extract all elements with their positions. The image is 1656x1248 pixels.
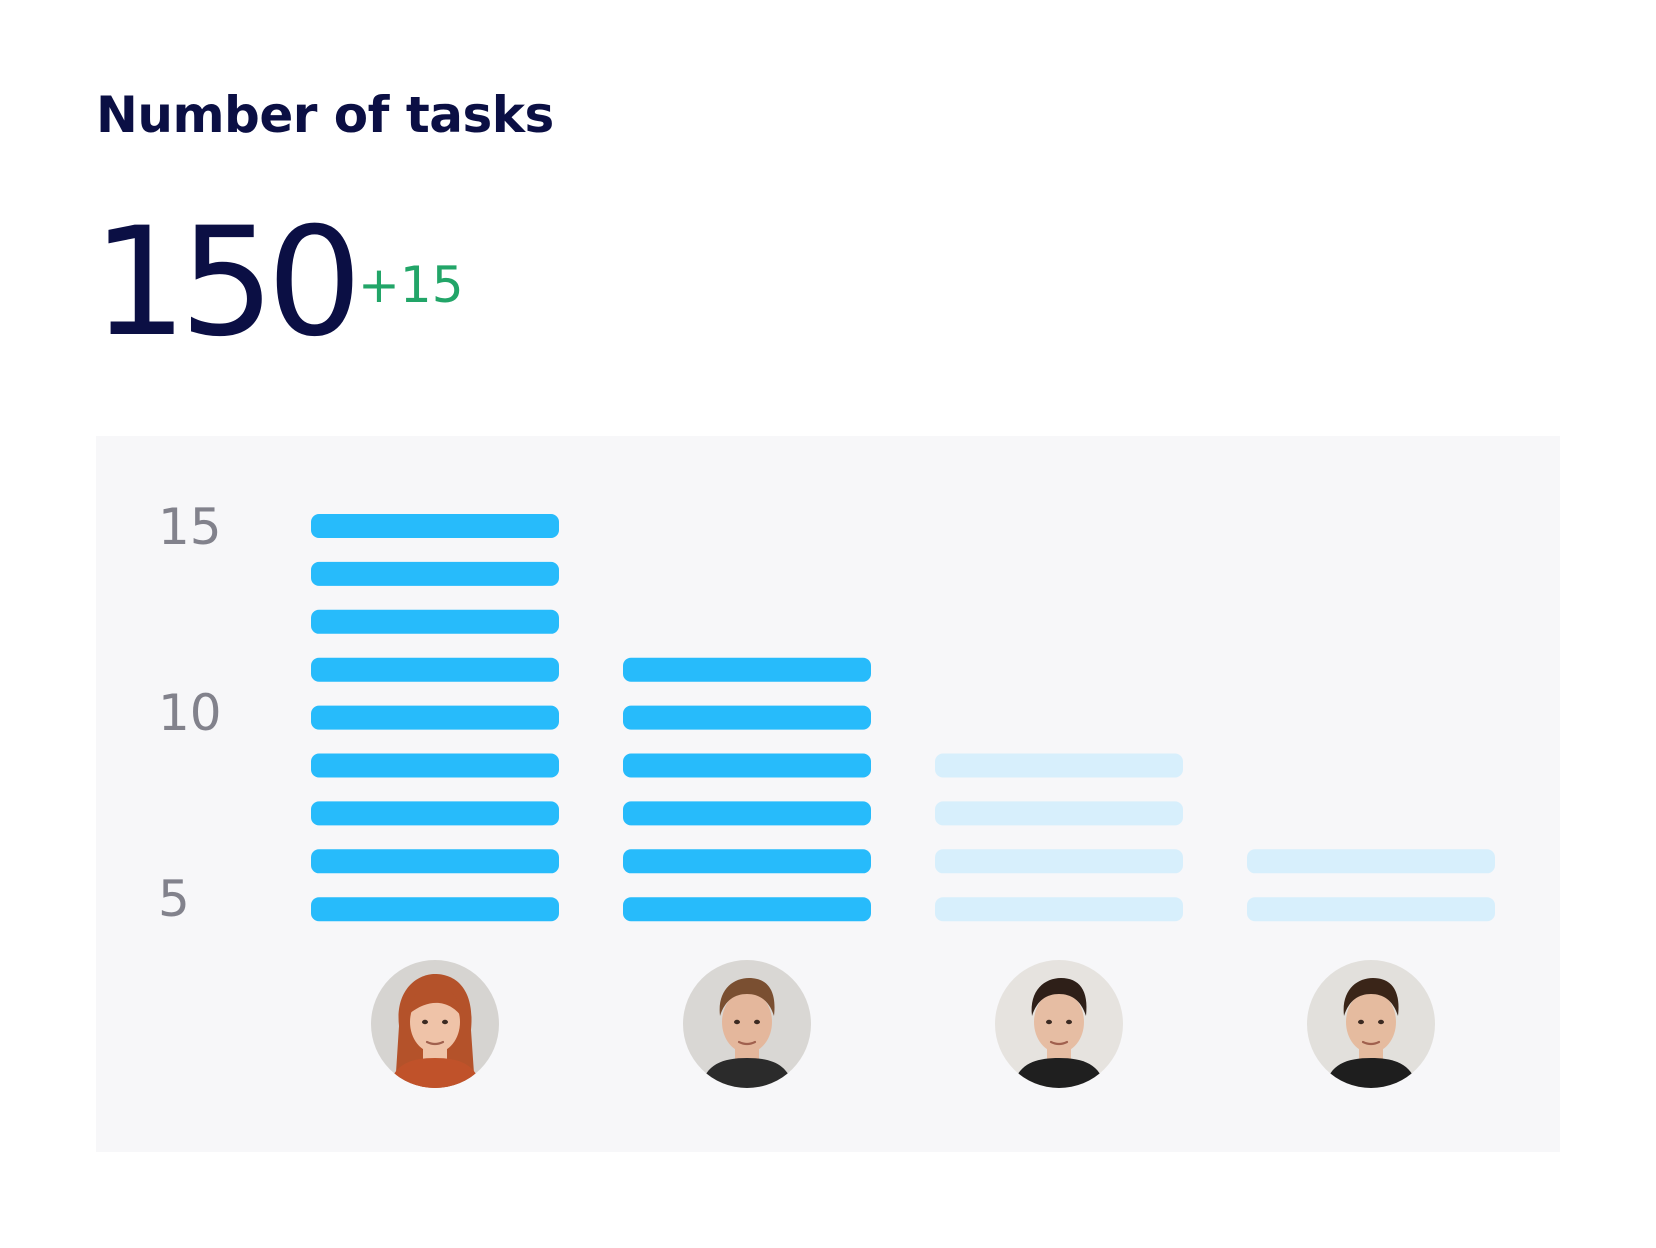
avatar-portrait xyxy=(683,960,811,1088)
bar-segment xyxy=(311,609,559,634)
bar-person-4 xyxy=(1247,849,1495,922)
chart-panel: 15 10 5 xyxy=(96,436,1560,1152)
bar-segment xyxy=(311,514,559,538)
avatar-person-4 xyxy=(1307,960,1435,1088)
bar-segment xyxy=(311,897,559,922)
bar-segment xyxy=(311,705,559,730)
delta-value: +15 xyxy=(358,256,464,314)
avatar-person-2 xyxy=(683,960,811,1088)
avatar-portrait xyxy=(371,960,499,1088)
y-axis-ticks: 15 10 5 xyxy=(158,498,222,928)
bar-chart: 15 10 5 xyxy=(158,498,1495,928)
total-value: 150 xyxy=(92,196,362,370)
bar-segment xyxy=(311,753,559,778)
avatar-person-3 xyxy=(995,960,1123,1088)
y-tick-label: 5 xyxy=(158,870,190,928)
avatar-portrait xyxy=(995,960,1123,1088)
bar-segment xyxy=(623,657,871,682)
bar-segment xyxy=(311,561,559,586)
avatar-portrait xyxy=(1307,960,1435,1088)
bar-segment xyxy=(311,849,559,874)
bar-person-1 xyxy=(311,514,559,922)
bar-segment xyxy=(623,849,871,874)
bar-segment xyxy=(623,897,871,922)
bar-segment xyxy=(623,705,871,730)
bar-segment xyxy=(935,849,1183,874)
bar-segment xyxy=(623,753,871,778)
y-tick-label: 15 xyxy=(158,498,222,556)
bar-segment xyxy=(1247,849,1495,874)
bar-person-2 xyxy=(623,657,871,922)
bars xyxy=(311,514,1495,922)
y-tick-label: 10 xyxy=(158,684,222,742)
bar-segment xyxy=(623,801,871,826)
bar-segment xyxy=(311,657,559,682)
chart-title: Number of tasks xyxy=(96,86,554,144)
bar-segment xyxy=(935,801,1183,826)
bar-segment xyxy=(935,897,1183,922)
avatar-person-1 xyxy=(371,960,499,1088)
bar-segment xyxy=(311,801,559,826)
bar-segment xyxy=(1247,897,1495,922)
bar-person-3 xyxy=(935,753,1183,922)
bar-segment xyxy=(935,753,1183,778)
